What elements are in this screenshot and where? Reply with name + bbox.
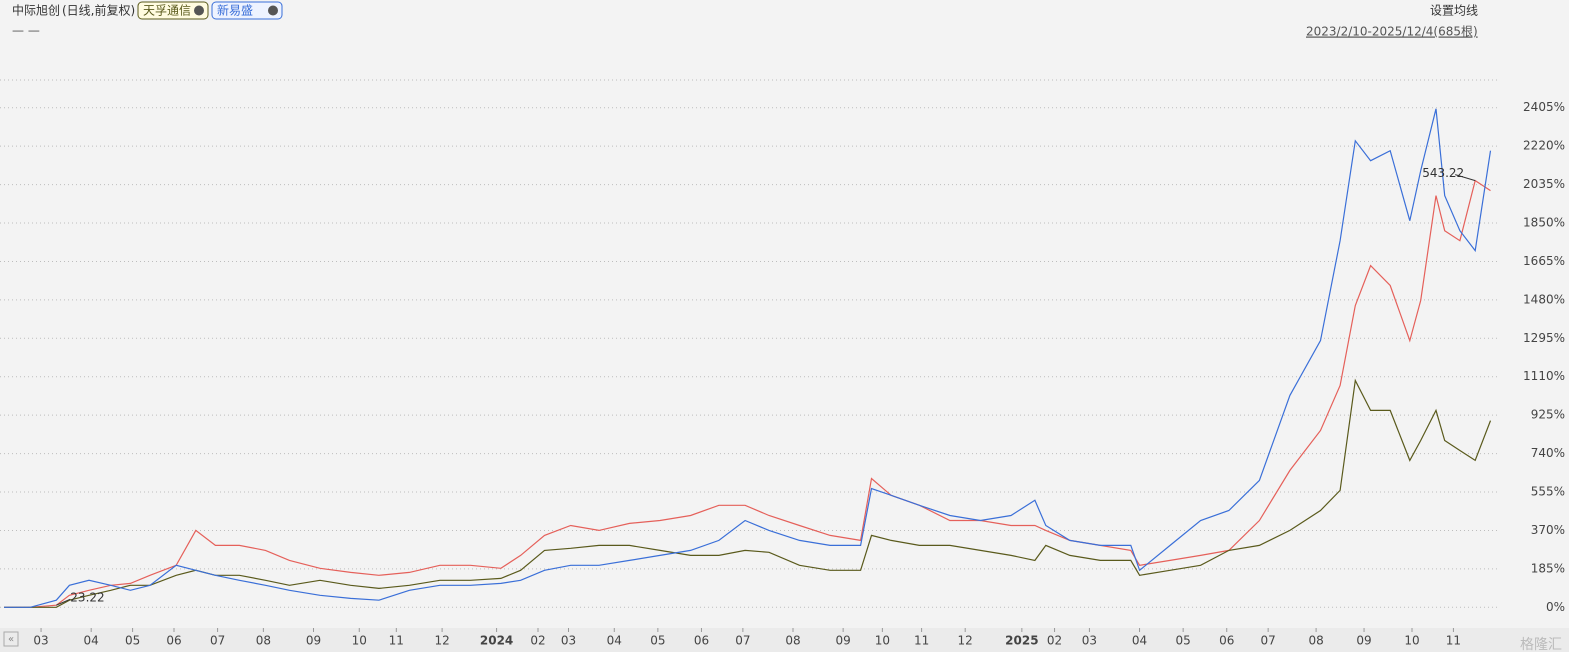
y-tick-label: 925% bbox=[1531, 408, 1565, 422]
x-tick-label: 04 bbox=[84, 634, 99, 648]
x-tick-label: 07 bbox=[210, 634, 225, 648]
x-tick-label: 09 bbox=[1356, 634, 1371, 648]
annotation-arrow bbox=[56, 598, 71, 606]
x-tick-label: 05 bbox=[125, 634, 140, 648]
x-tick-label: 02 bbox=[530, 634, 545, 648]
y-tick-label: 1295% bbox=[1523, 331, 1565, 345]
x-tick-label: 10 bbox=[1404, 634, 1419, 648]
legend-label: 天孚通信 bbox=[143, 4, 191, 18]
y-tick-label: 0% bbox=[1546, 600, 1565, 614]
series-line bbox=[4, 378, 1492, 608]
legend-box bbox=[211, 1, 283, 20]
x-tick-label: 2024 bbox=[480, 634, 513, 648]
series-line bbox=[4, 108, 1492, 608]
x-tick-label: 08 bbox=[1308, 634, 1323, 648]
legend-item[interactable]: 天孚通信 bbox=[137, 1, 209, 20]
header: 中际旭创 (日线,前复权) — — 设置均线 2023/2/10-2025/12… bbox=[12, 3, 1562, 652]
dash: — — bbox=[12, 24, 40, 38]
series-line bbox=[4, 179, 1491, 608]
x-tick-label: 11 bbox=[914, 634, 929, 648]
watermark: 格隆汇 bbox=[1520, 637, 1562, 652]
x-tick-label: 02 bbox=[1047, 634, 1062, 648]
x-tick-label: 03 bbox=[561, 634, 576, 648]
y-tick-label: 555% bbox=[1531, 485, 1565, 499]
annotation-arrow bbox=[1455, 174, 1476, 182]
legend-close bbox=[194, 5, 204, 16]
chart-subtitle: (日线,前复权) bbox=[62, 3, 135, 18]
y-tick-label: 2035% bbox=[1523, 177, 1565, 191]
legend-item[interactable]: 新易盛 bbox=[211, 1, 283, 20]
x-tick-label: 09 bbox=[835, 634, 850, 648]
annotation: 543.22 bbox=[1422, 166, 1464, 180]
x-tick-label: 09 bbox=[306, 634, 321, 648]
legend-label: 新易盛 bbox=[217, 3, 253, 18]
annotation: 23.22 bbox=[70, 591, 104, 605]
scroll-left[interactable] bbox=[3, 631, 19, 647]
ma-setting[interactable]: 设置均线 bbox=[1430, 4, 1478, 18]
x-tick-label: 04 bbox=[607, 634, 622, 648]
x-tick-label: 03 bbox=[33, 634, 48, 648]
y-tick-label: 1110% bbox=[1523, 369, 1565, 383]
y-tick-label: 740% bbox=[1531, 446, 1565, 460]
scroll-icon: « bbox=[8, 634, 14, 645]
x-tick-label: 07 bbox=[1261, 634, 1276, 648]
x-tick-label: 11 bbox=[1446, 634, 1461, 648]
y-tick-label: 185% bbox=[1531, 561, 1565, 575]
y-tick-label: 1665% bbox=[1523, 254, 1565, 268]
x-tick-label: 05 bbox=[1176, 634, 1191, 648]
x-tick-label: 10 bbox=[875, 634, 890, 648]
x-tick-label: 07 bbox=[735, 634, 750, 648]
legend-close bbox=[268, 5, 278, 16]
x-tick-label: 06 bbox=[694, 634, 709, 648]
x-tick-label: 04 bbox=[1132, 634, 1147, 648]
y-tick-label: 1850% bbox=[1523, 216, 1565, 230]
x-tick-label: 06 bbox=[1219, 634, 1234, 648]
x-tick-label: 08 bbox=[785, 634, 800, 648]
x-tick-label: 12 bbox=[958, 634, 973, 648]
date-range: 2023/2/10-2025/12/4(685根) bbox=[1306, 25, 1478, 39]
x-tick-label: 06 bbox=[166, 634, 181, 648]
y-tick-label: 2405% bbox=[1523, 100, 1565, 114]
y-tick-label: 2220% bbox=[1523, 139, 1565, 153]
legend-box bbox=[137, 1, 209, 20]
x-axis-band bbox=[0, 628, 1569, 652]
x-tick-label: 03 bbox=[1082, 634, 1097, 648]
x-tick-label: 05 bbox=[650, 634, 665, 648]
x-tick-label: 08 bbox=[256, 634, 271, 648]
x-tick-label: 10 bbox=[352, 634, 367, 648]
y-tick-label: 370% bbox=[1531, 523, 1565, 537]
x-tick-label: 12 bbox=[434, 634, 449, 648]
x-tick-label: 2025 bbox=[1005, 634, 1038, 648]
y-tick-label: 1480% bbox=[1523, 292, 1565, 306]
x-tick-label: 11 bbox=[389, 634, 404, 648]
chart-title: 中际旭创 bbox=[12, 3, 60, 18]
